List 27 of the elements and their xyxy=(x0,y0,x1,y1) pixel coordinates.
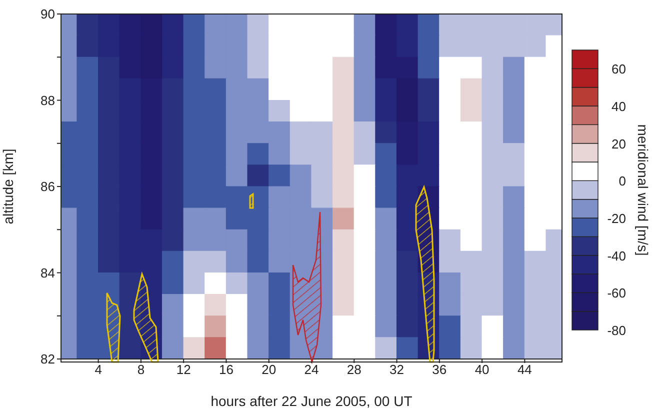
y-tick-label: 82 xyxy=(40,352,55,367)
y-tick-label: 88 xyxy=(40,92,55,108)
x-tick-label: 36 xyxy=(432,362,447,378)
y-tick-label: 84 xyxy=(40,265,55,280)
y-tick-label: 86 xyxy=(40,179,55,194)
color-bar-label: -20 xyxy=(607,211,626,226)
color-bar-label: 20 xyxy=(612,136,626,152)
color-bar-label: -60 xyxy=(607,286,626,301)
color-bar-label: 0 xyxy=(618,174,626,189)
x-tick-label: 4 xyxy=(94,362,102,378)
color-bar-label: -80 xyxy=(607,323,626,338)
x-tick-label: 28 xyxy=(346,362,362,378)
x-tick-label: 24 xyxy=(304,362,319,378)
x-tick-label: 12 xyxy=(176,362,191,378)
color-bar-label: -40 xyxy=(607,248,626,264)
color-bar-title: meridional wind [m/s] xyxy=(635,124,651,256)
y-axis-title: altitude [km] xyxy=(0,148,16,224)
color-bar-label: 40 xyxy=(612,99,626,114)
x-tick-label: 8 xyxy=(137,362,145,378)
color-bar-label: 60 xyxy=(612,62,626,77)
x-tick-label: 40 xyxy=(474,362,490,378)
y-tick-label: 90 xyxy=(40,6,55,22)
x-axis-title: hours after 22 June 2005, 00 UT xyxy=(210,393,413,409)
x-tick-label: 44 xyxy=(517,362,532,378)
x-tick-label: 32 xyxy=(390,362,404,378)
x-tick-label: 20 xyxy=(262,362,276,378)
x-tick-label: 16 xyxy=(218,362,234,378)
